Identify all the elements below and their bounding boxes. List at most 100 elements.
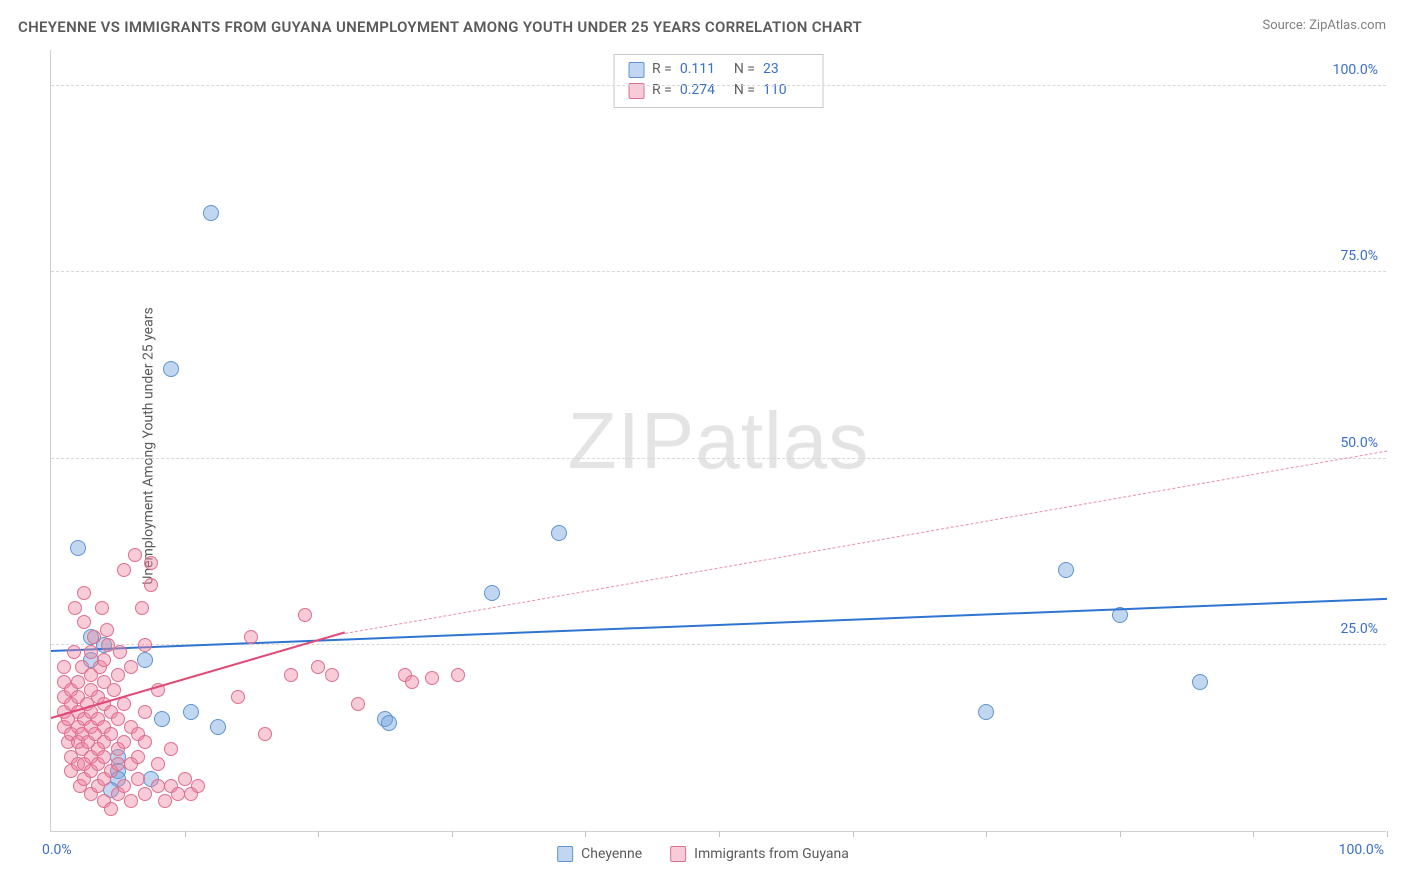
scatter-point (70, 540, 86, 556)
bottom-legend: Cheyenne Immigrants from Guyana (557, 846, 849, 862)
scatter-point (311, 660, 325, 674)
x-tick-mark (1387, 831, 1388, 837)
scatter-point (104, 802, 118, 816)
scatter-point (405, 675, 419, 689)
legend-item-guyana: Immigrants from Guyana (670, 846, 849, 862)
scatter-point (137, 652, 153, 668)
scatter-point (135, 601, 149, 615)
x-tick-mark (853, 831, 854, 837)
x-tick-mark (585, 831, 586, 837)
scatter-point (244, 630, 258, 644)
scatter-point (113, 645, 127, 659)
r-label: R = (652, 59, 672, 80)
x-tick-mark (452, 831, 453, 837)
scatter-point (131, 750, 145, 764)
scatter-point (551, 525, 567, 541)
y-tick-label: 50.0% (1340, 435, 1378, 451)
scatter-point (131, 772, 145, 786)
scatter-point (128, 548, 142, 562)
y-tick-label: 100.0% (1333, 62, 1378, 78)
r-value-cheyenne: 0.111 (680, 59, 726, 80)
scatter-point (1192, 674, 1208, 690)
scatter-point (77, 586, 91, 600)
scatter-point (164, 742, 178, 756)
stats-row-cheyenne: R = 0.111 N = 23 (628, 59, 809, 80)
scatter-point (97, 750, 111, 764)
scatter-point (117, 563, 131, 577)
scatter-point (298, 608, 312, 622)
gridline-h (51, 85, 1386, 86)
scatter-point (451, 668, 465, 682)
n-label: N = (734, 80, 755, 101)
scatter-point (67, 645, 81, 659)
x-tick-max: 100.0% (1339, 842, 1384, 858)
scatter-point (138, 705, 152, 719)
stats-row-guyana: R = 0.274 N = 110 (628, 80, 809, 101)
scatter-point (124, 794, 138, 808)
scatter-point (183, 704, 199, 720)
scatter-point (231, 690, 245, 704)
scatter-point (97, 653, 111, 667)
scatter-point (107, 683, 121, 697)
legend-item-cheyenne: Cheyenne (557, 846, 642, 862)
scatter-point (163, 361, 179, 377)
legend-label-guyana: Immigrants from Guyana (694, 846, 849, 862)
n-value-guyana: 110 (763, 80, 809, 101)
n-value-cheyenne: 23 (763, 59, 809, 80)
trend-line (345, 450, 1387, 633)
legend-label-cheyenne: Cheyenne (581, 846, 642, 862)
stats-box: R = 0.111 N = 23 R = 0.274 N = 110 (613, 54, 824, 108)
scatter-point (425, 671, 439, 685)
scatter-point (68, 601, 82, 615)
plot-area: ZIPatlas R = 0.111 N = 23 R = 0.274 N = … (50, 50, 1386, 832)
y-tick-label: 75.0% (1340, 248, 1378, 264)
swatch-cheyenne (557, 846, 573, 862)
scatter-point (1058, 562, 1074, 578)
scatter-point (978, 704, 994, 720)
scatter-point (151, 757, 165, 771)
scatter-point (124, 660, 138, 674)
r-value-guyana: 0.274 (680, 80, 726, 101)
swatch-guyana (670, 846, 686, 862)
scatter-point (154, 711, 170, 727)
x-tick-mark (1120, 831, 1121, 837)
chart-title: CHEYENNE VS IMMIGRANTS FROM GUYANA UNEMP… (18, 18, 862, 36)
gridline-h (51, 271, 1386, 272)
x-tick-mark (1253, 831, 1254, 837)
source-label: Source: ZipAtlas.com (1262, 18, 1386, 33)
scatter-point (117, 735, 131, 749)
x-tick-mark (318, 831, 319, 837)
scatter-point (203, 205, 219, 221)
scatter-point (104, 727, 118, 741)
scatter-point (95, 601, 109, 615)
scatter-point (77, 615, 91, 629)
scatter-point (258, 727, 272, 741)
x-tick-mark (185, 831, 186, 837)
scatter-point (484, 585, 500, 601)
x-tick-min: 0.0% (42, 842, 72, 858)
scatter-point (100, 623, 114, 637)
swatch-cheyenne (628, 62, 644, 78)
scatter-point (191, 779, 205, 793)
x-tick-mark (986, 831, 987, 837)
x-tick-mark (719, 831, 720, 837)
scatter-point (158, 794, 172, 808)
scatter-point (84, 645, 98, 659)
scatter-point (381, 715, 397, 731)
scatter-point (144, 556, 158, 570)
y-tick-label: 25.0% (1340, 621, 1378, 637)
scatter-point (138, 735, 152, 749)
scatter-point (111, 712, 125, 726)
n-label: N = (734, 59, 755, 80)
watermark: ZIPatlas (568, 395, 869, 487)
scatter-point (210, 719, 226, 735)
scatter-point (351, 697, 365, 711)
scatter-point (57, 660, 71, 674)
scatter-point (171, 787, 185, 801)
scatter-point (325, 668, 339, 682)
scatter-point (178, 772, 192, 786)
scatter-point (138, 638, 152, 652)
r-label: R = (652, 80, 672, 101)
scatter-point (151, 779, 165, 793)
scatter-point (144, 578, 158, 592)
